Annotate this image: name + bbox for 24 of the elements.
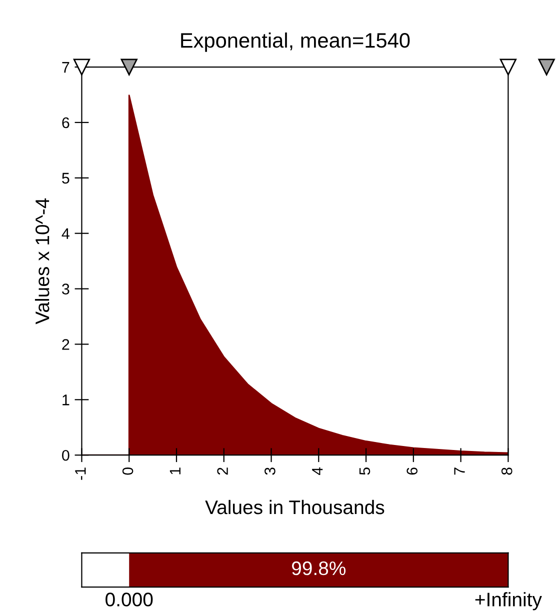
- y-tick-label: 4: [62, 228, 70, 239]
- x-tick-label: 2: [217, 468, 228, 475]
- x-tick-label: 7: [454, 468, 465, 475]
- x-tick-label: 4: [312, 467, 323, 476]
- y-tick-label: 7: [62, 62, 70, 73]
- x-tick-label: 6: [406, 468, 418, 475]
- x-tick-label: 8: [501, 468, 512, 475]
- y-axis-title: Values x 10^-4: [34, 198, 50, 324]
- y-tick-label: 6: [62, 117, 70, 128]
- y-tick-label: 1: [62, 394, 70, 406]
- chart-title: Exponential, mean=1540: [181, 32, 410, 52]
- text: 0.000: [106, 592, 153, 606]
- x-tick-label: 1: [170, 468, 180, 474]
- x-tick-label: 0: [122, 468, 134, 475]
- y-tick-label: 5: [62, 172, 70, 184]
- y-tick-label: 0: [62, 450, 70, 461]
- text: +Infinity: [475, 592, 542, 610]
- x-tick-label: 3: [264, 468, 276, 475]
- y-tick-label: 3: [62, 284, 70, 294]
- y-tick-label: 2: [62, 339, 70, 350]
- x-tick-label: 5: [359, 468, 370, 475]
- x-axis-title: Values in Thousands: [205, 500, 384, 514]
- text: 99.8%: [292, 561, 346, 576]
- x-tick-label: -1: [75, 468, 86, 480]
